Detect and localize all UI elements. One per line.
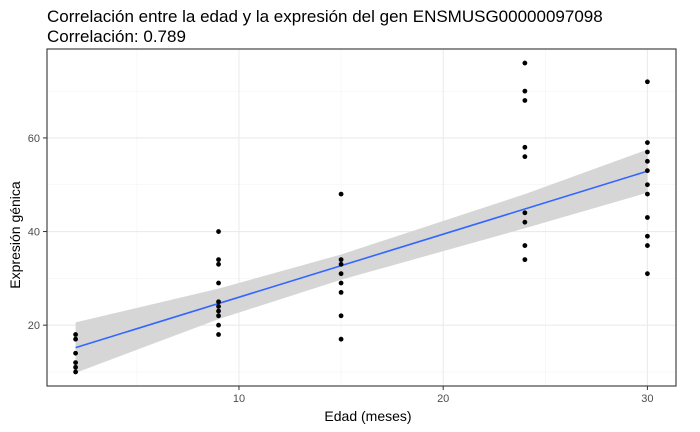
chart-subtitle: Correlación: 0.789 [47,27,186,46]
x-axis-ticks: 10 20 30 [233,386,654,405]
data-point [645,168,650,174]
data-point [522,257,528,263]
data-point [73,350,78,356]
data-point [645,215,650,220]
data-point [338,336,344,342]
data-point [216,322,221,328]
data-point [73,364,78,370]
data-point [522,219,528,225]
y-tick-label: 60 [28,133,40,145]
data-point [216,332,221,337]
data-point [216,308,221,314]
data-point [216,229,221,234]
data-point [645,149,650,155]
data-point [645,271,650,277]
data-point [216,299,221,305]
data-point [338,257,344,263]
data-point [645,243,650,248]
data-point [216,257,221,263]
data-point [338,271,344,277]
data-points [73,60,650,375]
data-point [645,182,650,188]
data-point [522,60,528,66]
data-point [216,304,221,309]
data-point [73,360,78,365]
data-point [645,158,650,164]
data-point [522,98,528,103]
data-point [338,313,344,319]
data-point [645,79,650,85]
data-point [216,280,221,286]
data-point [645,191,650,197]
data-point [73,369,78,375]
y-tick-label: 40 [28,227,40,239]
data-point [216,261,221,267]
data-point [522,243,528,248]
chart-title: Correlación entre la edad y la expresión… [47,7,603,26]
x-tick-label: 30 [641,393,653,405]
y-axis-ticks: 20 40 60 [28,133,47,332]
data-point [338,289,344,295]
data-point [522,154,528,160]
x-axis-title: Edad (meses) [324,408,411,424]
data-point [73,336,78,342]
data-point [216,313,221,319]
x-tick-label: 20 [437,393,449,405]
data-point [645,233,650,239]
data-point [522,88,528,94]
data-point [522,144,528,150]
y-axis-title: Expresión génica [7,181,23,289]
data-point [338,280,344,286]
data-point [522,210,528,216]
regression-line [75,170,648,349]
data-point [73,332,78,337]
panel-border [46,48,677,387]
data-point [645,140,650,146]
data-point [338,261,344,267]
y-tick-label: 20 [28,320,40,332]
data-point [338,191,344,197]
x-tick-label: 10 [233,393,245,405]
